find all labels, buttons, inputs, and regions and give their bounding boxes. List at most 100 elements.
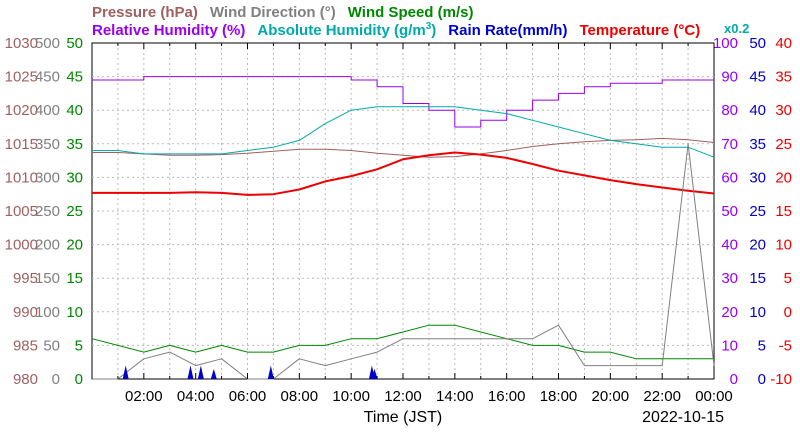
date-label: 2022-10-15 xyxy=(642,409,724,426)
wind_direction-tick-label: 400 xyxy=(35,102,60,119)
temperature-tick-label: 5 xyxy=(784,270,792,287)
wind_speed-tick-label: 35 xyxy=(66,136,83,153)
pressure-tick-label: 990 xyxy=(13,304,38,321)
wind_direction-tick-label: 50 xyxy=(43,337,60,354)
x-tick-label: 22:00 xyxy=(643,388,681,405)
x-tick-label: 12:00 xyxy=(384,388,422,405)
humidity-tick-label: 40 xyxy=(721,237,738,254)
series-line xyxy=(91,324,714,360)
pressure-tick-label: 1005 xyxy=(5,203,38,220)
rain_rate-tick-label: 40 xyxy=(749,102,766,119)
rain_rate-tick-label: 35 xyxy=(749,136,766,153)
left-axes: 9809859909951000100510101015102010251030… xyxy=(5,35,83,388)
rain_rate-tick-label: 20 xyxy=(749,237,766,254)
pressure-tick-label: 985 xyxy=(13,337,38,354)
rain_rate-tick-label: 30 xyxy=(749,169,766,186)
wind_speed-tick-label: 10 xyxy=(66,304,83,321)
pressure-tick-label: 995 xyxy=(13,270,38,287)
humidity-tick-label: 50 xyxy=(721,203,738,220)
legend-item: Wind Direction (°) xyxy=(210,4,336,21)
humidity-tick-label: 20 xyxy=(721,304,738,321)
wind_direction-tick-label: 0 xyxy=(52,371,60,388)
right-axes: 0102030405060708090100051015202530354045… xyxy=(713,35,792,388)
rain-spike xyxy=(187,365,194,379)
wind_speed-tick-label: 30 xyxy=(66,169,83,186)
pressure-tick-label: 1015 xyxy=(5,136,38,153)
legend-item: Absolute Humidity (g/m xyxy=(257,22,425,39)
humidity-tick-label: 90 xyxy=(721,69,738,86)
x-tick-label: 10:00 xyxy=(332,388,370,405)
humidity-tick-label: 60 xyxy=(721,169,738,186)
pressure-tick-label: 1020 xyxy=(5,102,38,119)
temperature-tick-label: 35 xyxy=(775,69,792,86)
pressure-tick-label: 1000 xyxy=(5,237,38,254)
pressure-tick-label: 980 xyxy=(13,371,38,388)
temperature-tick-label: 40 xyxy=(775,35,792,52)
rain-spike xyxy=(210,368,217,379)
legend-item: Relative Humidity (%) xyxy=(92,22,245,39)
wind_direction-tick-label: 300 xyxy=(35,169,60,186)
x-axis: 02:00 04:00 06:00 08:00 10:00 12:00 14:00 16:00… xyxy=(91,43,733,405)
x-tick-label: 04:00 xyxy=(177,388,215,405)
series-line xyxy=(92,143,715,380)
legend-item: Rain Rate(mm/h) xyxy=(448,22,567,39)
rain_rate-tick-label: 50 xyxy=(749,35,766,52)
series-line xyxy=(92,106,715,158)
wind_speed-tick-label: 25 xyxy=(66,203,83,220)
rain-spike xyxy=(267,365,274,379)
temperature-tick-label: 10 xyxy=(775,237,792,254)
humidity-tick-label: 80 xyxy=(721,102,738,119)
humidity-tick-label: 100 xyxy=(713,35,738,52)
wind_speed-tick-label: 50 xyxy=(66,35,83,52)
rain_rate-tick-label: 15 xyxy=(749,270,766,287)
legend-item-suffix: ) xyxy=(431,22,436,39)
x-tick-label: 08:00 xyxy=(281,388,319,405)
wind_speed-tick-label: 0 xyxy=(75,371,83,388)
temperature-tick-label: -5 xyxy=(779,337,792,354)
legend-item: Pressure (hPa) xyxy=(92,4,198,21)
wind_speed-tick-label: 20 xyxy=(66,237,83,254)
rain-spike xyxy=(197,365,204,379)
x-tick-label: 02:00 xyxy=(125,388,163,405)
x-tick-label: 16:00 xyxy=(488,388,526,405)
pressure-tick-label: 1025 xyxy=(5,69,38,86)
wind_direction-tick-label: 200 xyxy=(35,237,60,254)
wind_direction-tick-label: 100 xyxy=(35,304,60,321)
wind_direction-tick-label: 150 xyxy=(35,270,60,287)
wind_speed-tick-label: 40 xyxy=(66,102,83,119)
legend-row-1: Pressure (hPa) Wind Direction (°) Wind Spe… xyxy=(92,4,473,21)
rain-spike xyxy=(371,368,378,379)
temperature-tick-label: 20 xyxy=(775,169,792,186)
legend: Pressure (hPa) Wind Direction (°) Wind Spe… xyxy=(92,4,749,39)
grid xyxy=(92,43,714,379)
wind_speed-tick-label: 45 xyxy=(66,69,83,86)
scale-note: x0.2 xyxy=(724,21,749,36)
wind_speed-tick-label: 15 xyxy=(66,270,83,287)
temperature-tick-label: 0 xyxy=(784,304,792,321)
rain_rate-tick-label: 0 xyxy=(758,371,766,388)
temperature-tick-label: 15 xyxy=(775,203,792,220)
humidity-tick-label: 30 xyxy=(721,270,738,287)
x-tick-label: 14:00 xyxy=(436,388,474,405)
rain_rate-tick-label: 5 xyxy=(758,337,766,354)
temperature-tick-label: 25 xyxy=(775,136,792,153)
legend-item: Temperature (°C) xyxy=(579,22,700,39)
humidity-tick-label: 0 xyxy=(730,371,738,388)
wind_direction-tick-label: 450 xyxy=(35,69,60,86)
x-tick-label: 00:00 xyxy=(695,388,733,405)
legend-item-sup: 3 xyxy=(426,21,432,32)
legend-row-2: Relative Humidity (%) Absolute Humidity (… xyxy=(92,21,700,39)
pressure-tick-label: 1010 xyxy=(5,169,38,186)
x-axis-label: Time (JST) xyxy=(364,409,443,426)
pressure-tick-label: 1030 xyxy=(5,35,38,52)
temperature-tick-label: 30 xyxy=(775,102,792,119)
series-line xyxy=(92,151,715,196)
wind_direction-tick-label: 350 xyxy=(35,136,60,153)
wind_direction-tick-label: 500 xyxy=(35,35,60,52)
x-tick-label: 06:00 xyxy=(229,388,267,405)
temperature-tick-label: -10 xyxy=(770,371,792,388)
rain-spike xyxy=(122,365,129,379)
x-tick-label: 18:00 xyxy=(540,388,578,405)
wind_direction-tick-label: 250 xyxy=(35,203,60,220)
